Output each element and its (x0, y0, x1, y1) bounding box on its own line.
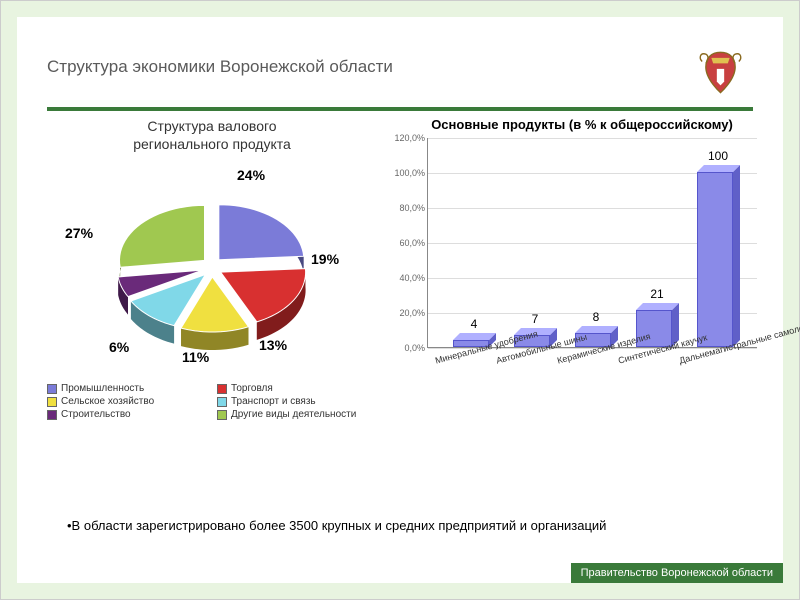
bar-value-0: 4 (471, 317, 478, 331)
bar-top-4 (697, 165, 740, 172)
legend-swatch-3 (217, 397, 227, 407)
bar-top-0 (453, 333, 496, 340)
bar-title: Основные продукты (в % к общероссийскому… (387, 117, 777, 132)
legend-item-3: Транспорт и связь (217, 396, 377, 407)
gridline (428, 138, 757, 139)
legend-item-1: Торговля (217, 383, 377, 394)
ytick-label: 100,0% (394, 168, 425, 178)
bar-value-4: 100 (708, 149, 728, 163)
legend-swatch-0 (47, 384, 57, 394)
pie-chart: 24% 19% 13% 11% 6% 27% (47, 157, 377, 377)
pie-slice-0 (219, 205, 304, 260)
legend-swatch-4 (47, 410, 57, 420)
pie-label-1: 19% (311, 251, 339, 267)
pie-title-l2: регионального продукта (133, 136, 291, 152)
ytick-label: 120,0% (394, 133, 425, 143)
pie-label-2: 13% (259, 337, 287, 353)
pie-label-4: 6% (109, 339, 129, 355)
bar-4 (697, 172, 733, 347)
legend-label-2: Сельское хозяйство (61, 396, 154, 407)
footnote: •В области зарегистрировано более 3500 к… (67, 518, 606, 533)
coat-of-arms-icon (693, 45, 748, 100)
government-label: Правительство Воронежской области (571, 563, 783, 583)
pie-title: Структура валового регионального продукт… (47, 117, 377, 153)
legend-label-5: Другие виды деятельности (231, 409, 356, 420)
legend-label-0: Промышленность (61, 383, 144, 394)
legend-item-4: Строительство (47, 409, 207, 420)
bar-chart: 0,0%20,0%40,0%60,0%80,0%100,0%120,0%4Мин… (387, 138, 767, 408)
legend-item-0: Промышленность (47, 383, 207, 394)
ytick-label: 60,0% (399, 238, 425, 248)
ytick-label: 80,0% (399, 203, 425, 213)
pie-label-0: 24% (237, 167, 265, 183)
legend-label-4: Строительство (61, 409, 131, 420)
pie-label-3: 11% (182, 349, 209, 365)
page-title: Структура экономики Воронежской области (47, 57, 753, 77)
pie-title-l1: Структура валового (147, 118, 276, 134)
pie-chart-section: Структура валового регионального продукт… (47, 117, 377, 420)
bar-value-3: 21 (650, 287, 663, 301)
slide-container: Структура экономики Воронежской области … (0, 0, 800, 600)
legend-swatch-1 (217, 384, 227, 394)
pie-label-5: 27% (65, 225, 93, 241)
bar-value-2: 8 (593, 310, 600, 324)
header-divider (47, 107, 753, 111)
bar-chart-section: Основные продукты (в % к общероссийскому… (387, 117, 777, 408)
bar-top-3 (636, 303, 679, 310)
legend-swatch-5 (217, 410, 227, 420)
bar-side-4 (733, 165, 740, 347)
pie-slice-5 (120, 206, 205, 268)
header: Структура экономики Воронежской области (47, 57, 753, 77)
bar-value-1: 7 (532, 312, 539, 326)
ytick-label: 20,0% (399, 308, 425, 318)
legend-label-1: Торговля (231, 383, 273, 394)
ytick-label: 40,0% (399, 273, 425, 283)
ytick-label: 0,0% (404, 343, 425, 353)
legend-item-2: Сельское хозяйство (47, 396, 207, 407)
pie-svg (47, 157, 377, 377)
legend-label-3: Транспорт и связь (231, 396, 316, 407)
slide-inner: Структура экономики Воронежской области … (17, 17, 783, 583)
legend-swatch-2 (47, 397, 57, 407)
pie-legend: Промышленность Торговля Сельское хозяйство… (47, 383, 377, 420)
legend-item-5: Другие виды деятельности (217, 409, 377, 420)
